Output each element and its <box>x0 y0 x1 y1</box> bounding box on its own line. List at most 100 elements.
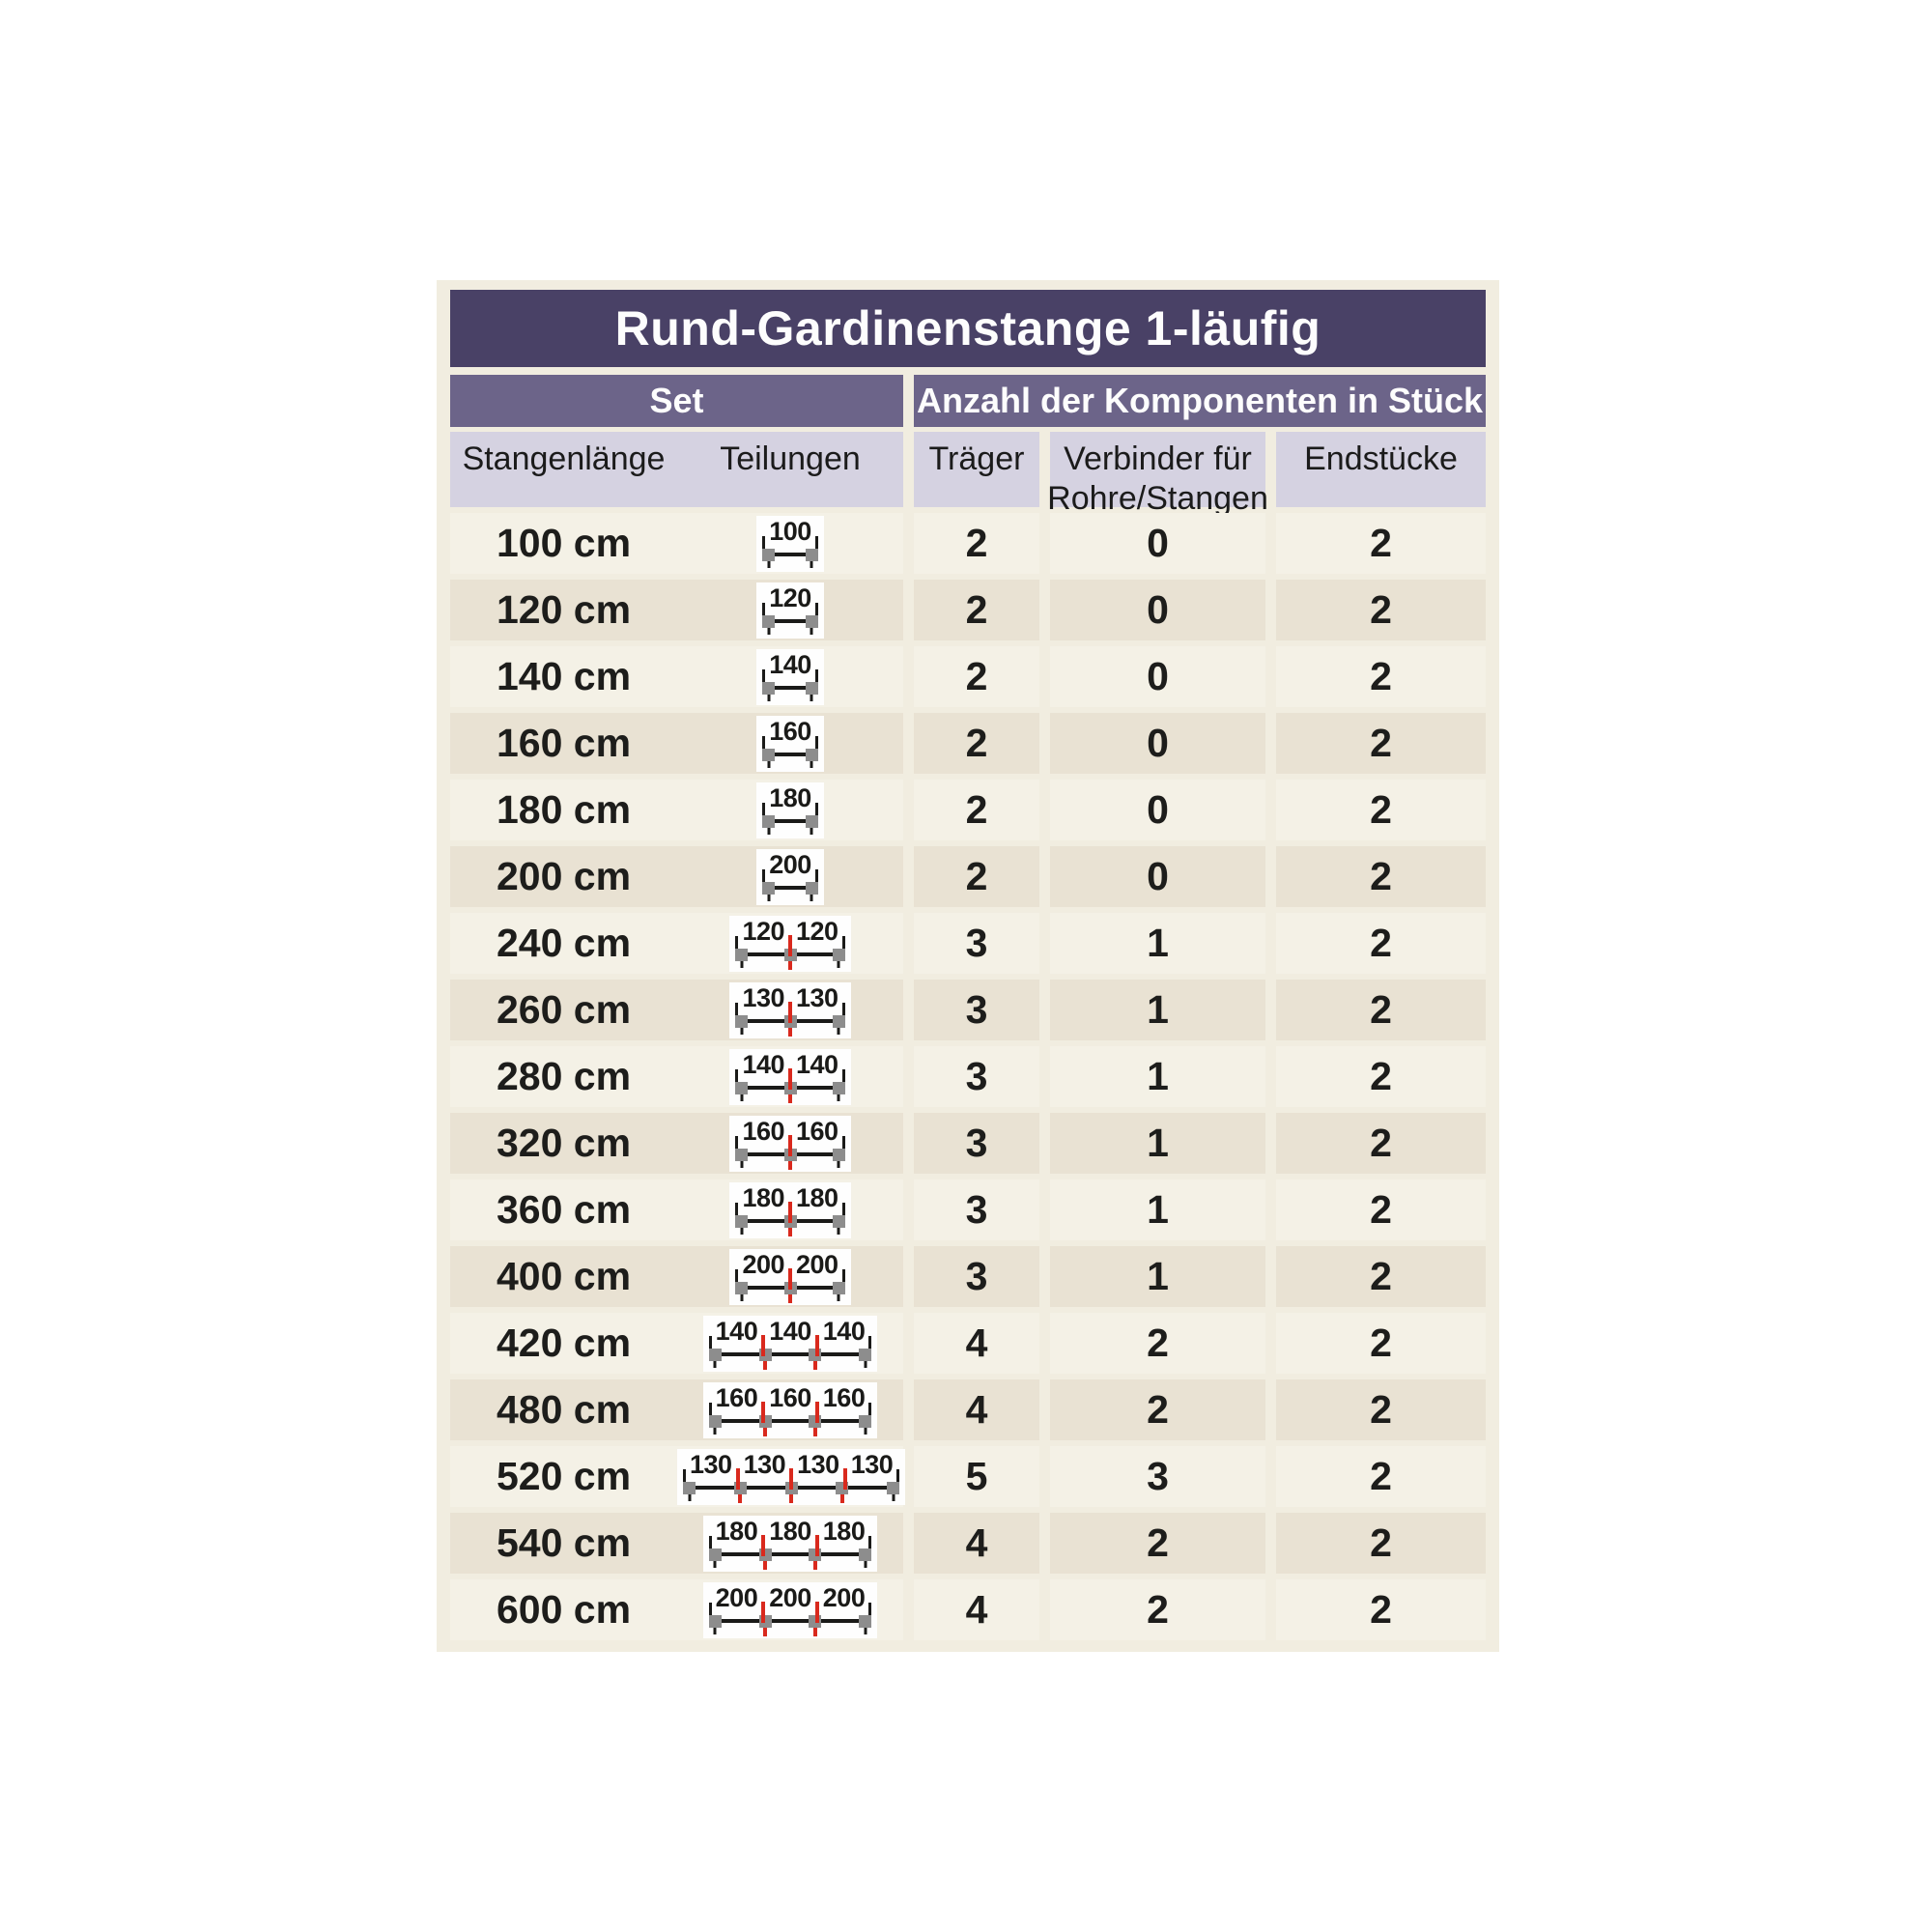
diagram-dimension-row: 160 160 <box>735 1118 845 1156</box>
segment-length-value: 180 <box>769 782 811 812</box>
column-header-stangenlaenge: Stangenlänge <box>462 440 666 477</box>
diagram-rod <box>762 548 818 561</box>
traeger-value: 5 <box>914 1446 1039 1507</box>
end-bracket-icon <box>859 1348 872 1361</box>
end-bracket-icon <box>887 1481 900 1494</box>
diagram-dimension-row: 130 130 <box>735 982 845 1023</box>
diagram-dimension-row: 100 <box>762 518 818 549</box>
diagram-dimension-row: 200 200 <box>735 1249 845 1290</box>
rod-segment <box>771 1419 810 1423</box>
traeger-value: 2 <box>914 580 1039 640</box>
segment-length-value: 200 <box>822 1582 866 1612</box>
spec-table-panel: Rund-Gardinenstange 1-läufig Set Anzahl … <box>437 280 1499 1652</box>
stangenlaenge-value: 540 cm <box>496 1520 632 1565</box>
set-cell: 260 cm 130 130 <box>450 980 903 1040</box>
end-tick-icon <box>868 1602 872 1615</box>
end-bracket-icon <box>735 948 749 961</box>
end-tick-icon <box>841 1135 845 1149</box>
set-cell: 160 cm 160 <box>450 713 903 774</box>
column-header-verbinder: Verbinder für Rohre/Stangen <box>1047 432 1268 517</box>
diagram-rod <box>708 1414 872 1428</box>
teilungen-cell: 160 160 160 <box>677 1381 903 1438</box>
teilungen-cell: 120 120 <box>677 915 903 972</box>
diagram-dimension-row: 130 130 130 130 <box>683 1451 900 1490</box>
verbinder-value: 2 <box>1050 1579 1265 1640</box>
stangenlaenge-value: 180 cm <box>496 787 632 832</box>
teilungen-diagram: 130 130 130 130 <box>677 1448 906 1505</box>
endstuecke-value: 2 <box>1276 713 1486 774</box>
segment-length-value: 120 <box>796 916 838 946</box>
end-tick-icon <box>708 1602 712 1615</box>
end-tick-icon <box>841 1068 845 1082</box>
end-bracket-icon <box>832 1014 845 1028</box>
diagram-dimension-row: 140 140 140 <box>708 1318 872 1356</box>
segment-length-value: 200 <box>715 1582 758 1612</box>
end-bracket-icon <box>708 1348 722 1361</box>
end-bracket-icon <box>859 1548 872 1561</box>
joint-tick-icon <box>814 1534 819 1556</box>
teilungen-diagram: 140 <box>756 648 824 705</box>
end-tick-icon <box>735 935 739 949</box>
teilungen-diagram: 160 160 <box>729 1115 851 1172</box>
teilungen-cell: 140 140 <box>677 1048 903 1105</box>
end-bracket-icon <box>735 1281 749 1294</box>
end-tick-icon <box>814 868 818 882</box>
verbinder-value: 1 <box>1050 1246 1265 1307</box>
segment-length-value: 120 <box>769 582 811 612</box>
rod-segment <box>721 1619 759 1623</box>
stangenlaenge-value: 140 cm <box>496 654 632 698</box>
verbinder-value: 1 <box>1050 913 1265 974</box>
segment-length-value: 120 <box>742 916 784 946</box>
teilungen-diagram: 200 200 200 <box>702 1581 878 1638</box>
end-bracket-icon <box>805 748 818 761</box>
rod-segment <box>796 1086 833 1090</box>
joint-tick-icon <box>788 934 792 956</box>
segment-length-value: 200 <box>742 1249 784 1279</box>
traeger-value: 4 <box>914 1579 1039 1640</box>
group-header-components: Anzahl der Komponenten in Stück <box>914 375 1486 427</box>
rod-segment <box>796 952 833 956</box>
column-header-verbinder-line1: Verbinder für <box>1064 440 1252 477</box>
end-bracket-icon <box>832 1214 845 1228</box>
stangenlaenge-value: 240 cm <box>496 921 632 965</box>
verbinder-value: 0 <box>1050 846 1265 907</box>
rod-segment <box>848 1486 888 1490</box>
verbinder-value: 2 <box>1050 1313 1265 1374</box>
end-bracket-icon <box>805 548 818 561</box>
end-bracket-icon <box>735 1214 749 1228</box>
rod-segment <box>771 1619 810 1623</box>
segment-length-value: 130 <box>796 982 838 1012</box>
teilungen-diagram: 130 130 <box>729 981 851 1038</box>
joint-tick-icon <box>788 1001 792 1023</box>
joint-tick-icon <box>814 1401 819 1423</box>
diagram-rod <box>708 1614 872 1628</box>
stangenlaenge-value: 120 cm <box>496 587 632 632</box>
verbinder-value: 0 <box>1050 646 1265 707</box>
rod-segment <box>775 886 806 890</box>
traeger-value: 3 <box>914 1179 1039 1240</box>
stangenlaenge-value: 600 cm <box>496 1587 632 1632</box>
teilungen-diagram: 120 <box>756 582 824 639</box>
diagram-rod <box>762 681 818 695</box>
segment-length-value: 160 <box>769 1382 811 1412</box>
end-bracket-icon <box>735 1014 749 1028</box>
teilungen-cell: 120 <box>677 582 903 639</box>
rod-segment <box>821 1352 860 1356</box>
set-cell: 480 cm 160 160 160 <box>450 1379 903 1440</box>
table-row: 540 cm 180 180 180 4 2 2 <box>450 1513 1486 1574</box>
teilungen-diagram: 180 180 <box>729 1181 851 1238</box>
set-cell: 320 cm 160 160 <box>450 1113 903 1174</box>
traeger-value: 3 <box>914 1246 1039 1307</box>
traeger-value: 3 <box>914 1046 1039 1107</box>
end-tick-icon <box>762 735 766 749</box>
end-bracket-icon <box>859 1614 872 1628</box>
verbinder-value: 1 <box>1050 1113 1265 1174</box>
end-tick-icon <box>735 1268 739 1282</box>
segment-length-value: 160 <box>822 1382 866 1412</box>
rod-segment <box>771 1352 810 1356</box>
stangenlaenge-value: 480 cm <box>496 1387 632 1432</box>
segment-length-value: 180 <box>742 1182 784 1212</box>
rod-segment <box>775 753 806 756</box>
traeger-value: 3 <box>914 1113 1039 1174</box>
endstuecke-value: 2 <box>1276 1513 1486 1574</box>
